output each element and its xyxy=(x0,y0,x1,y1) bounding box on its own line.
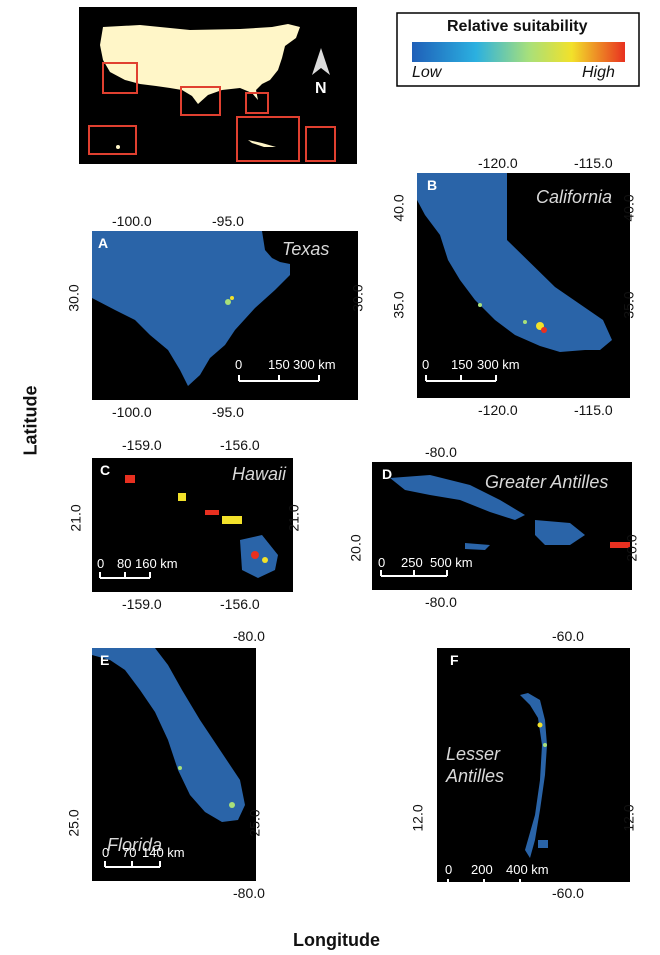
a-scale-1: 150 xyxy=(268,357,290,372)
box-florida xyxy=(245,92,269,114)
panel-f-letter: F xyxy=(450,652,459,668)
north-arrow-icon xyxy=(312,48,330,75)
f-scale-0: 0 xyxy=(445,862,453,877)
usa-mainland xyxy=(100,24,300,104)
panel-e-name: Florida xyxy=(107,835,163,855)
c-scale-1: 80 xyxy=(117,556,132,571)
b-top-tick-2: -115.0 xyxy=(574,155,613,171)
box-lesser-antilles xyxy=(305,126,336,162)
b-left-tick-2: 35.0 xyxy=(390,291,407,319)
panel-e-letter: E xyxy=(100,652,110,668)
e-bottom-tick: -80.0 xyxy=(233,885,265,901)
e-scale-2: 140 km xyxy=(142,845,185,860)
a-top-tick-1: -100.0 xyxy=(112,213,152,229)
panel-california xyxy=(417,173,630,398)
panel-d-name: Greater Antilles xyxy=(485,472,609,492)
panel-f-name-line1: Lesser xyxy=(446,744,501,764)
f-right-tick: 12.0 xyxy=(620,804,637,832)
f-bottom-tick: -60.0 xyxy=(552,885,584,901)
box-greater-antilles xyxy=(236,116,300,162)
a-bottom-tick-2: -95.0 xyxy=(212,404,244,420)
c-bottom-tick-1: -159.0 xyxy=(122,596,162,612)
c-top-tick-2: -156.0 xyxy=(220,437,260,453)
x-axis-title: Longitude xyxy=(293,930,380,950)
a-scale-0: 0 xyxy=(235,357,243,372)
b-scale-1: 150 xyxy=(451,357,473,372)
f-left-tick: 12.0 xyxy=(409,804,426,832)
e-scale-0: 0 xyxy=(102,845,110,860)
b-right-tick-1: 40.0 xyxy=(620,194,637,222)
panel-greater-antilles xyxy=(372,462,632,590)
panel-a-name: Texas xyxy=(282,239,330,259)
panel-b-name: California xyxy=(536,187,613,207)
c-scale-2: 160 km xyxy=(135,556,178,571)
panel-f-name-line2: Antilles xyxy=(446,766,505,786)
a-scale-2: 300 km xyxy=(293,357,336,372)
f-scale-2: 400 km xyxy=(506,862,549,877)
box-hawaii xyxy=(88,125,137,155)
e-top-tick: -80.0 xyxy=(233,628,265,644)
panel-texas xyxy=(92,231,358,400)
c-scale-0: 0 xyxy=(97,556,105,571)
d-right-tick: 20.0 xyxy=(623,534,640,562)
panel-florida xyxy=(92,648,256,881)
e-right-tick: 25.0 xyxy=(246,809,263,837)
c-top-tick-1: -159.0 xyxy=(122,437,162,453)
legend-high: High xyxy=(582,64,615,81)
legend-gradient xyxy=(412,42,625,62)
c-bottom-tick-2: -156.0 xyxy=(220,596,260,612)
panel-c-letter: C xyxy=(100,462,111,478)
d-left-tick: 20.0 xyxy=(347,534,364,562)
b-bottom-tick-1: -120.0 xyxy=(478,402,518,418)
panel-lesser-antilles xyxy=(437,648,630,886)
panel-c-name: Hawaii xyxy=(232,464,287,484)
d-top-tick: -80.0 xyxy=(425,444,457,460)
d-scale-0: 0 xyxy=(378,555,386,570)
legend-title: Relative suitability xyxy=(447,18,588,35)
c-right-tick: 21.0 xyxy=(285,504,302,532)
e-scale-1: 70 xyxy=(122,845,137,860)
a-right-tick: 30.0 xyxy=(349,284,366,312)
panel-d-letter: D xyxy=(382,466,393,482)
d-scale-1: 250 xyxy=(401,555,423,570)
legend-low: Low xyxy=(412,64,442,81)
b-scale-0: 0 xyxy=(422,357,430,372)
legend-box xyxy=(396,12,640,87)
panel-b-letter: B xyxy=(427,177,438,193)
f-top-tick: -60.0 xyxy=(552,628,584,644)
box-texas xyxy=(180,86,221,116)
box-california xyxy=(102,62,138,94)
c-left-tick: 21.0 xyxy=(67,504,84,532)
a-left-tick: 30.0 xyxy=(65,284,82,312)
d-bottom-tick: -80.0 xyxy=(425,594,457,610)
north-label: N xyxy=(315,80,327,97)
b-right-tick-2: 35.0 xyxy=(620,291,637,319)
b-scale-2: 300 km xyxy=(477,357,520,372)
overview-map xyxy=(79,7,357,164)
overview-cuba xyxy=(248,140,276,147)
e-left-tick: 25.0 xyxy=(65,809,82,837)
y-axis-title: Latitude xyxy=(20,385,41,456)
panel-hawaii xyxy=(92,458,293,592)
a-top-tick-2: -95.0 xyxy=(212,213,244,229)
b-top-tick-1: -120.0 xyxy=(478,155,518,171)
b-left-tick-1: 40.0 xyxy=(390,194,407,222)
panel-a-letter: A xyxy=(98,235,109,251)
b-bottom-tick-2: -115.0 xyxy=(574,402,613,418)
a-bottom-tick-1: -100.0 xyxy=(112,404,152,420)
d-scale-2: 500 km xyxy=(430,555,473,570)
f-scale-1: 200 xyxy=(471,862,493,877)
